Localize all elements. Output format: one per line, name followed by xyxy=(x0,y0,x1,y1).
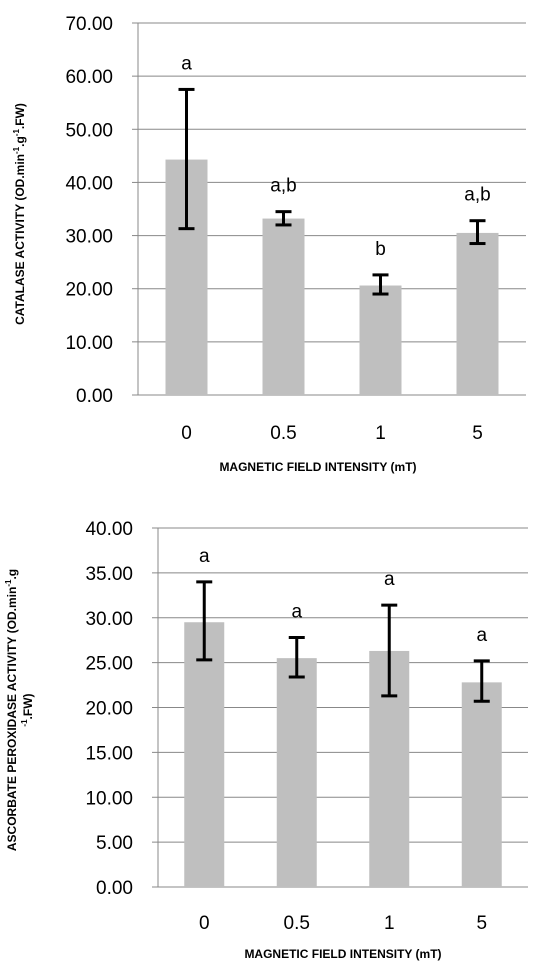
catalase-y-axis-title: CATALASE ACTIVITY (OD.min-1.g-1.FW) xyxy=(12,103,27,325)
apx-significance-labels: a a a a xyxy=(199,546,488,646)
apx-y-axis-title: ASCORBATE PEROXIDASE ACTIVITY (OD.min-1.… xyxy=(4,569,19,851)
catalase-x-tick-labels: 0 0.5 1 5 xyxy=(181,423,483,444)
bar xyxy=(456,232,499,395)
catalase-x-axis-title: MAGNETIC FIELD INTENSITY (mT) xyxy=(219,460,416,474)
significance-label: a,b xyxy=(270,176,296,197)
y-tick-label: 5.00 xyxy=(96,833,133,854)
significance-label: a,b xyxy=(464,185,490,206)
bar xyxy=(262,218,305,395)
catalase-error-bars xyxy=(178,87,486,296)
x-tick-label: 1 xyxy=(384,913,395,934)
y-tick-label: 25.00 xyxy=(85,654,133,675)
significance-label: a xyxy=(199,546,210,567)
apx-error-bars xyxy=(196,580,490,703)
x-tick-label: 1 xyxy=(375,423,386,444)
catalase-bars xyxy=(165,159,499,395)
x-tick-label: 0.5 xyxy=(270,423,296,444)
x-tick-label: 0 xyxy=(199,913,210,934)
y-tick-label: 10.00 xyxy=(65,333,113,354)
y-tick-label: 30.00 xyxy=(85,609,133,630)
significance-label: a xyxy=(181,53,192,74)
x-tick-label: 0.5 xyxy=(284,913,310,934)
y-tick-label: 35.00 xyxy=(85,564,133,585)
x-tick-label: 5 xyxy=(476,913,487,934)
apx-bars xyxy=(184,622,502,887)
y-tick-label: 20.00 xyxy=(85,699,133,720)
y-tick-label: 15.00 xyxy=(85,743,133,764)
y-tick-label: 40.00 xyxy=(85,519,133,540)
apx-y-axis-title-line2: -1.FW) xyxy=(20,693,35,726)
catalase-chart: a a,b b a,b 0.00 10.00 20.00 30.00 40.00 50.00 60… xyxy=(12,14,526,474)
catalase-significance-labels: a a,b b a,b xyxy=(181,53,491,259)
bar xyxy=(184,622,225,887)
y-tick-label: 60.00 xyxy=(65,67,113,88)
bar xyxy=(461,682,502,887)
y-tick-label: 70.00 xyxy=(65,14,113,35)
significance-label: a xyxy=(384,569,395,590)
apx-y-tick-labels: 0.00 5.00 10.00 15.00 20.00 25.00 30.00 35.00 40… xyxy=(85,519,133,899)
ascorbate-peroxidase-chart: a a a a 0.00 5.00 10.00 15.00 20.00 25.00 30.00 35… xyxy=(4,519,528,961)
y-tick-label: 0.00 xyxy=(96,878,133,899)
bar xyxy=(359,285,402,395)
y-tick-label: 30.00 xyxy=(65,227,113,248)
y-tick-label: 50.00 xyxy=(65,120,113,141)
apx-x-tick-labels: 0 0.5 1 5 xyxy=(199,913,487,934)
y-tick-label: 40.00 xyxy=(65,173,113,194)
y-tick-label: 10.00 xyxy=(85,788,133,809)
y-tick-label: 20.00 xyxy=(65,280,113,301)
significance-label: a xyxy=(476,625,487,646)
catalase-y-tick-labels: 0.00 10.00 20.00 30.00 40.00 50.00 60.00 70.00 xyxy=(65,14,113,407)
apx-x-axis-title: MAGNETIC FIELD INTENSITY (mT) xyxy=(244,947,441,961)
x-tick-label: 5 xyxy=(472,423,483,444)
significance-label: b xyxy=(375,239,386,260)
significance-label: a xyxy=(291,601,302,622)
x-tick-label: 0 xyxy=(181,423,192,444)
y-tick-label: 0.00 xyxy=(76,386,113,407)
bar xyxy=(276,658,317,887)
